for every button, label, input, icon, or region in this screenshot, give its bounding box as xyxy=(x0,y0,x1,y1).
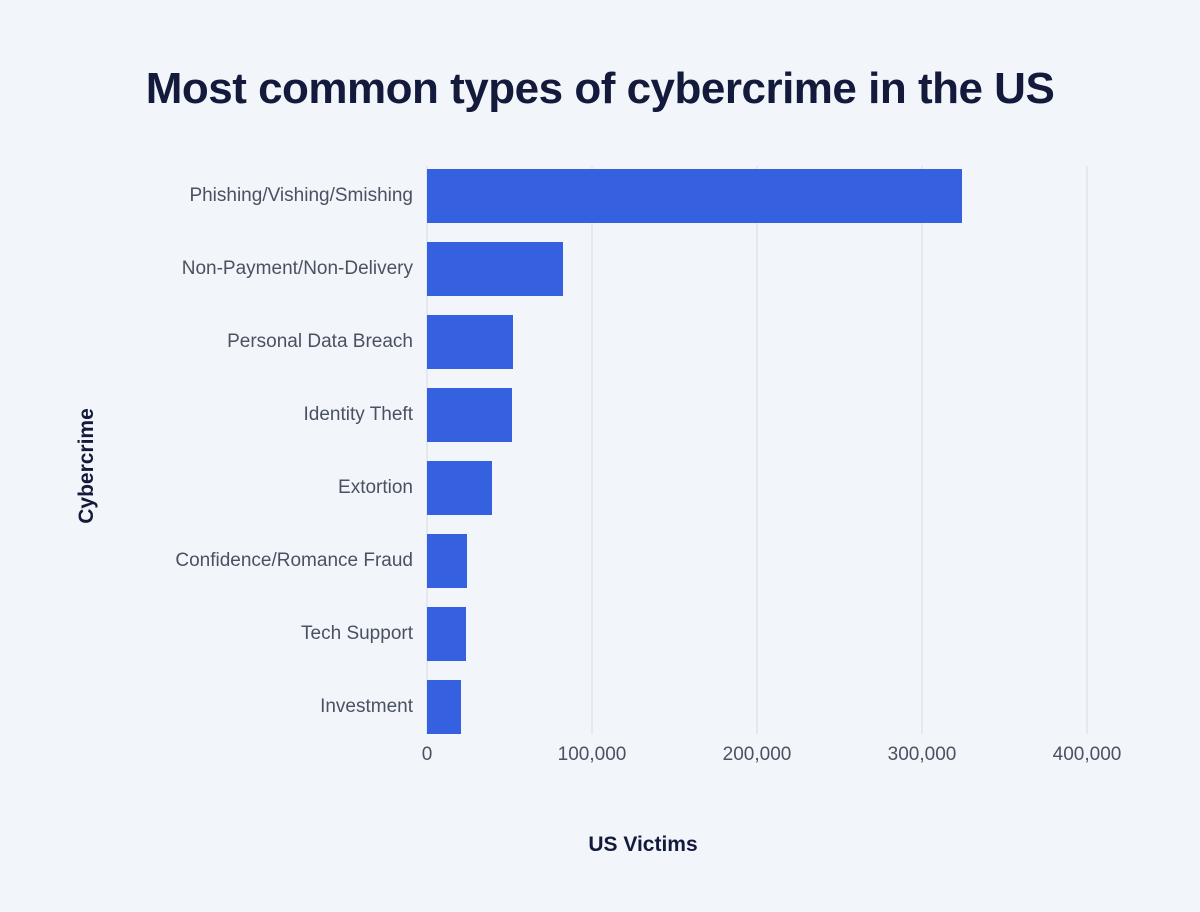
plot-area xyxy=(426,166,1160,734)
bar xyxy=(427,461,492,515)
gridline xyxy=(921,166,923,734)
category-label: Non-Payment/Non-Delivery xyxy=(181,258,413,279)
category-label: Extortion xyxy=(338,477,413,498)
bar xyxy=(427,388,513,442)
bar xyxy=(427,315,513,369)
gridline xyxy=(426,166,428,734)
category-label: Identity Theft xyxy=(303,404,414,425)
bar xyxy=(427,242,564,296)
gridline xyxy=(1086,166,1088,734)
category-label: Confidence/Romance Fraud xyxy=(175,550,413,571)
chart-title: Most common types of cybercrime in the U… xyxy=(145,64,1055,113)
category-label: Phishing/Vishing/Smishing xyxy=(189,185,413,206)
category-label: Personal Data Breach xyxy=(227,331,413,352)
gridline xyxy=(591,166,593,734)
x-tick-label: 300,000 xyxy=(887,744,957,765)
gridline xyxy=(756,166,758,734)
x-tick-label: 400,000 xyxy=(1052,744,1122,765)
bar xyxy=(427,607,467,661)
bar xyxy=(427,680,461,734)
bar xyxy=(427,534,468,588)
x-axis-ticks: 0 100,000 200,000 300,000 400,000 xyxy=(0,744,1200,770)
bar xyxy=(427,169,962,223)
x-tick-label: 0 xyxy=(421,744,433,765)
x-tick-label: 100,000 xyxy=(557,744,627,765)
x-axis-title: US Victims xyxy=(588,833,698,856)
category-label: Investment xyxy=(320,696,413,717)
category-label: Tech Support xyxy=(301,623,413,644)
x-tick-label: 200,000 xyxy=(722,744,792,765)
category-labels: Phishing/Vishing/Smishing Non-Payment/Non… xyxy=(0,166,413,734)
